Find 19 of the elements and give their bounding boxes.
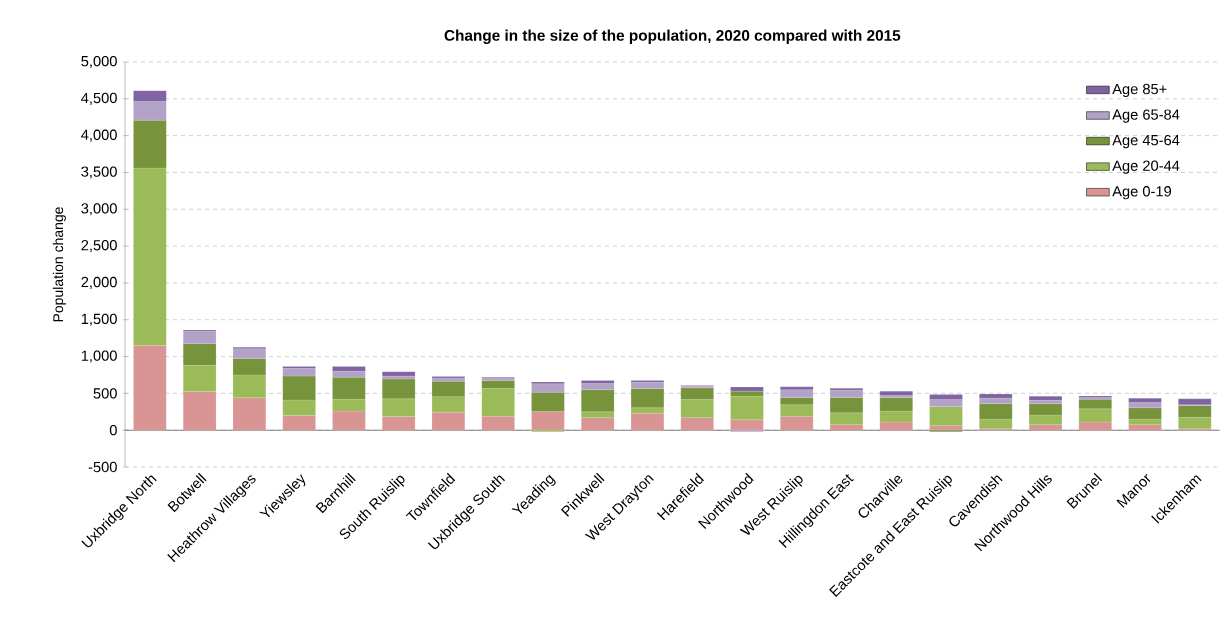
y-tick-label: 3,500: [81, 166, 117, 179]
y-axis-title: Population change: [52, 207, 66, 322]
y-tick-label: 2,000: [81, 276, 117, 289]
y-tick-label: 500: [93, 388, 117, 399]
y-tick-label: 4,000: [81, 129, 117, 142]
y-tick-label: -500: [88, 461, 117, 473]
y-tick-label: 2,500: [81, 240, 117, 253]
legend-label: Age 45-64: [1112, 134, 1180, 149]
legend-label: Age 65-84: [1112, 109, 1180, 123]
legend-label: Age 85+: [1112, 83, 1167, 98]
y-tick-label: 1,000: [81, 350, 117, 363]
y-tick-label: 5,000: [81, 55, 117, 69]
legend-label: Age 20-44: [1112, 160, 1180, 174]
legend-label: Age 0-19: [1112, 186, 1172, 200]
chart-title: Change in the size of the population, 2020 compared with 2015: [444, 29, 901, 44]
y-tick-label: 3,000: [81, 203, 117, 216]
y-tick-label: 0: [109, 424, 117, 436]
y-tick-label: 4,500: [81, 92, 117, 105]
y-tick-label: 1,500: [81, 313, 117, 326]
